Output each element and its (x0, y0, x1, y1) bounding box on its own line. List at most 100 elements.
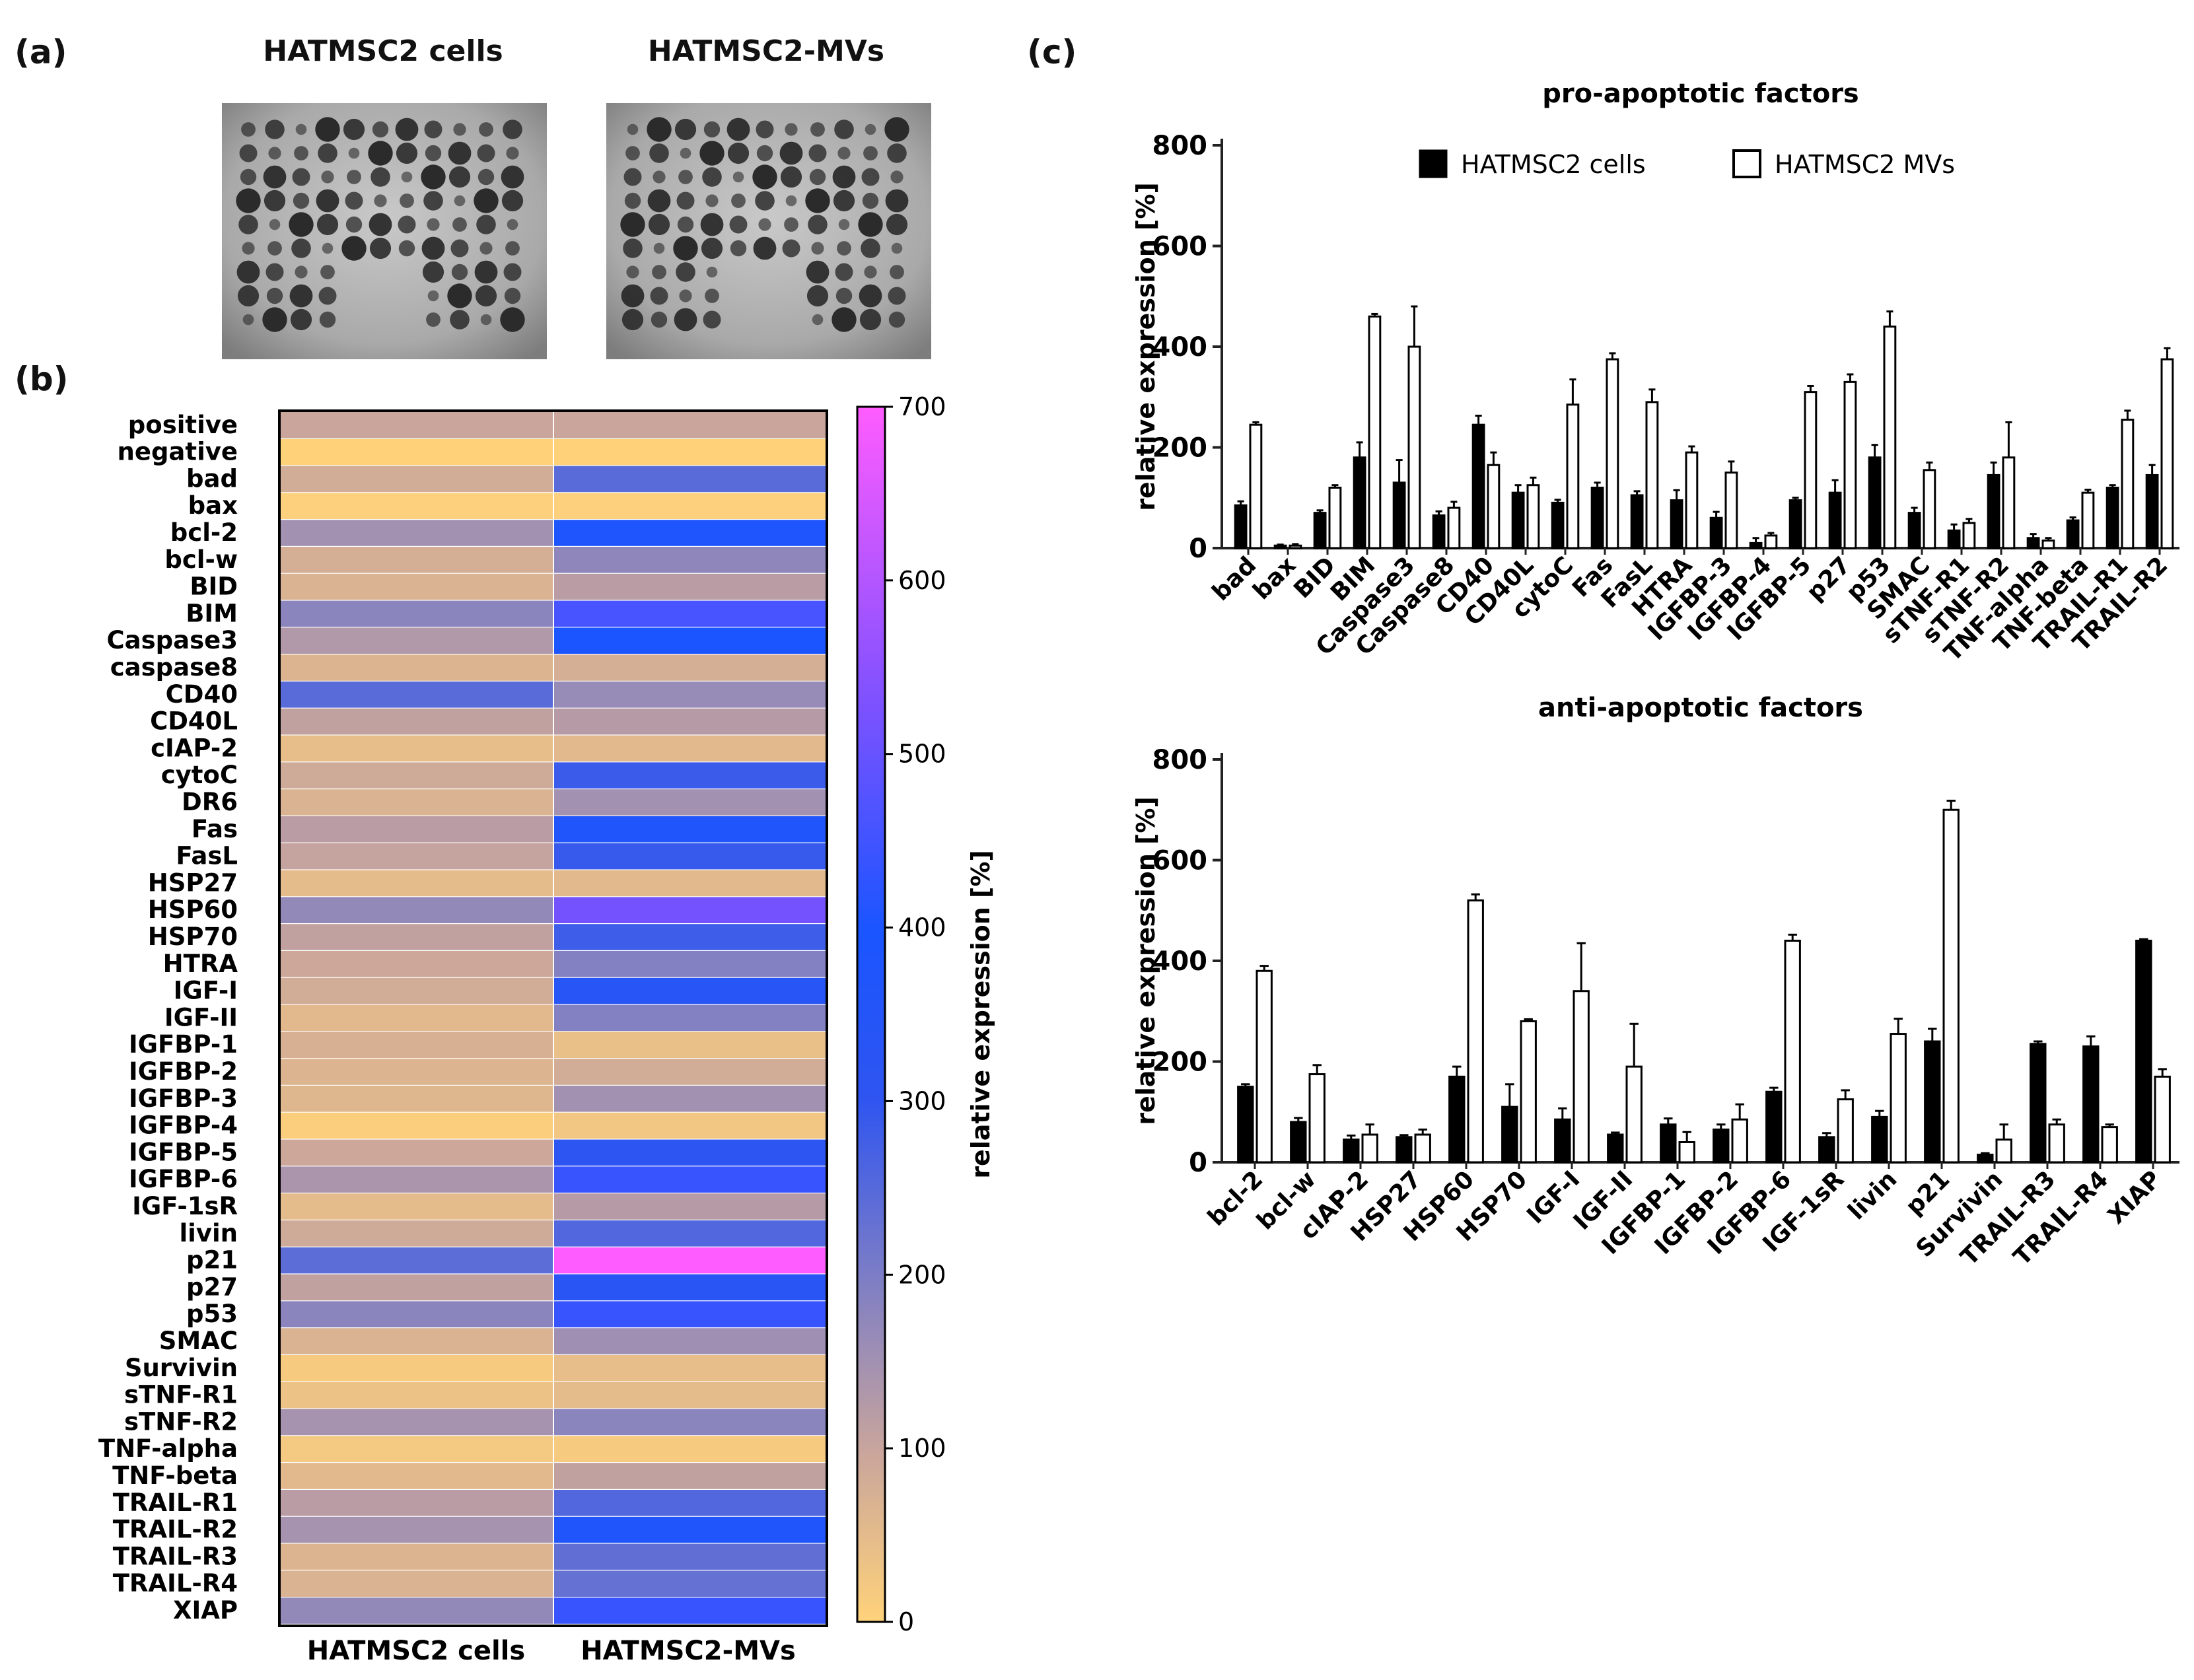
bar-mvs (1804, 391, 1818, 549)
heatmap-cell (281, 708, 553, 735)
bar-cells (1907, 512, 1921, 549)
bar-mvs (1308, 1073, 1326, 1164)
heatmap-col-label-cells: HATMSC2 cells (307, 1636, 525, 1666)
heatmap-cell (281, 1516, 553, 1543)
blot-dot (506, 147, 519, 160)
bar-mvs (1685, 451, 1699, 549)
blot-dot (887, 143, 907, 163)
bar-mvs (1625, 1065, 1643, 1164)
blot-dot (476, 215, 496, 234)
anti-apoptotic-chart: anti-apoptotic factors relative expressio… (1131, 693, 2179, 1271)
heatmap-cell (281, 1059, 553, 1085)
blot-dot (264, 190, 286, 212)
bar-cells (1501, 1105, 1518, 1164)
bar-mvs (2101, 1126, 2118, 1164)
blot-dots-cells (236, 117, 525, 332)
heatmap-cell (554, 682, 826, 708)
blot-dot (452, 217, 467, 232)
heatmap-cell (554, 1490, 826, 1516)
y-tick-label: 800 (1152, 131, 1208, 161)
blot-dot (784, 217, 798, 232)
heatmap-cell (554, 654, 826, 681)
blot-dot (401, 171, 413, 183)
blot-dot (652, 265, 666, 279)
blot-dot (779, 141, 803, 165)
bar-mvs (1368, 315, 1382, 549)
bar-mvs (2081, 491, 2095, 549)
bar-cells (1392, 481, 1406, 549)
bar-mvs (1645, 401, 1659, 549)
colorbar-tick-label: 700 (898, 396, 946, 421)
blot-dot (677, 216, 694, 233)
blot-dot (500, 307, 525, 332)
blot-dot (347, 170, 361, 184)
heatmap-cell (281, 1597, 553, 1624)
heatmap-row-label: cytoC (161, 761, 238, 789)
blot-dot (835, 287, 853, 304)
blot-dot (263, 165, 287, 189)
heatmap-cell (281, 789, 553, 816)
bar-mvs (1962, 522, 1976, 549)
bar-mvs (2121, 419, 2135, 549)
bar-mvs (1784, 940, 1801, 1164)
blot-dot (701, 237, 723, 260)
blot-dot (341, 236, 367, 261)
bar-cells (1818, 1136, 1835, 1164)
blot-dot (345, 216, 363, 233)
blot-dot (700, 213, 724, 236)
heatmap-cell (554, 1247, 826, 1274)
blot-dot (501, 190, 524, 212)
blot-dot (318, 287, 337, 305)
heatmap-cell (281, 924, 553, 950)
x-tick-label: p27 (1802, 551, 1857, 606)
blot-dot (268, 147, 281, 160)
colorbar-tick-label: 600 (898, 566, 946, 595)
blot-dot (780, 166, 802, 188)
blot-dot (859, 284, 882, 308)
blot-dot (890, 265, 904, 279)
blot-dot (680, 147, 691, 159)
blot-dot (289, 212, 314, 237)
heatmap-cell (554, 1274, 826, 1301)
blot-dot (651, 311, 668, 328)
blot-dot (239, 144, 258, 162)
blot-dot (269, 219, 281, 230)
blot-dot (674, 118, 697, 141)
heatmap-row-label: Caspase3 (107, 626, 238, 654)
heatmap-row-label: cIAP-2 (151, 734, 238, 762)
blot-dot (427, 290, 439, 302)
blot-dot (448, 141, 472, 165)
heatmap-row-label: FasL (176, 842, 238, 870)
heatmap-row-label: IGF-I (174, 977, 238, 1005)
blot-title-cells: HATMSC2 cells (263, 34, 503, 68)
blot-dot (291, 238, 311, 258)
blot-dot (805, 188, 830, 213)
heatmap-cell (554, 789, 826, 816)
blot-dot (620, 212, 645, 237)
heatmap-cell (281, 466, 553, 493)
blot-dot (371, 167, 390, 187)
blot-dot (679, 289, 692, 302)
bar-cells (1788, 499, 1802, 549)
blot-dot (621, 308, 644, 331)
blot-dot (451, 263, 468, 281)
heatmap-cell (554, 1166, 826, 1193)
blot-dot (811, 242, 824, 255)
blot-dot (865, 123, 876, 135)
heatmap-cell (281, 977, 553, 1004)
blot-dot (653, 242, 665, 254)
bar-mvs (1573, 990, 1590, 1164)
y-tick-label: 800 (1152, 745, 1208, 775)
blot-dot (832, 165, 856, 189)
heatmap-cell (554, 1328, 826, 1354)
blot-dot (647, 189, 671, 213)
blot-dot (785, 195, 797, 207)
blot-dot (862, 192, 879, 209)
blot-dot (422, 261, 444, 283)
heatmap-cell (554, 735, 826, 762)
blot-dot (369, 237, 392, 260)
blot-dot (454, 195, 466, 207)
heatmap-cell (554, 1004, 826, 1032)
bar-cells (1607, 1133, 1624, 1164)
heatmap-cell (281, 600, 553, 627)
